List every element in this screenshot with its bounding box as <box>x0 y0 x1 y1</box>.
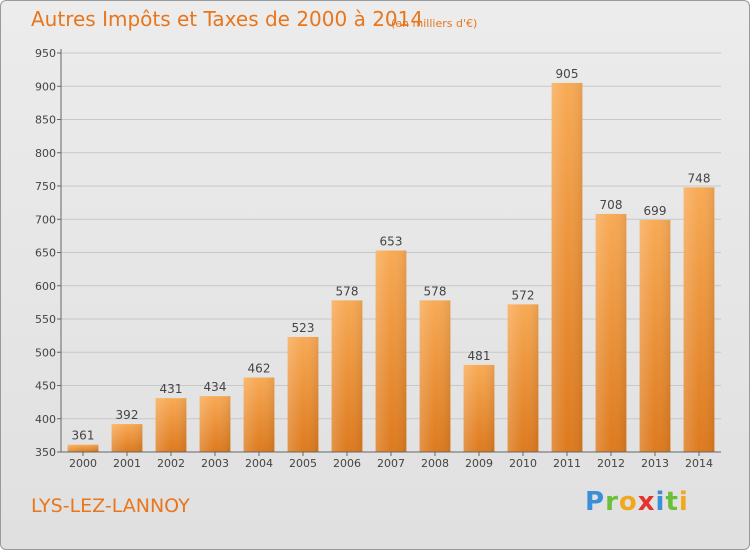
chart-title: Autres Impôts et Taxes de 2000 à 2014 <box>31 7 424 31</box>
x-tick-label: 2009 <box>465 457 493 470</box>
bar-shade <box>243 377 275 452</box>
x-tick-label: 2007 <box>377 457 405 470</box>
bar-shade <box>419 300 451 452</box>
x-tick-label: 2008 <box>421 457 449 470</box>
y-tick-label: 700 <box>35 213 56 226</box>
bar-shade <box>287 336 319 452</box>
bar-shade <box>375 250 407 452</box>
logo-letter: r <box>605 487 619 517</box>
data-label: 361 <box>72 429 95 443</box>
y-tick-label: 550 <box>35 313 56 326</box>
data-label: 572 <box>512 288 535 302</box>
y-tick-label: 650 <box>35 247 56 260</box>
x-tick-label: 2005 <box>289 457 317 470</box>
data-label: 699 <box>644 204 667 218</box>
y-tick-label: 950 <box>35 47 56 60</box>
x-tick-label: 2001 <box>113 457 141 470</box>
data-label: 462 <box>248 362 271 376</box>
y-tick-label: 400 <box>35 413 56 426</box>
bar-shade <box>507 304 539 452</box>
data-label: 431 <box>160 382 183 396</box>
bar-shade <box>551 82 583 453</box>
x-tick-label: 2011 <box>553 457 581 470</box>
bar-shade <box>331 300 363 452</box>
data-label: 523 <box>292 321 315 335</box>
bar-shade <box>67 444 99 452</box>
x-tick-label: 2003 <box>201 457 229 470</box>
data-label: 434 <box>204 380 227 394</box>
logo-letter: t <box>665 487 679 517</box>
logo-letter: i <box>655 487 666 517</box>
logo-letter: i <box>678 487 689 517</box>
data-label: 748 <box>688 171 711 185</box>
data-label: 578 <box>424 284 447 298</box>
data-label: 481 <box>468 349 491 363</box>
logo-letter: P <box>585 487 606 517</box>
x-tick-label: 2013 <box>641 457 669 470</box>
data-label: 653 <box>380 235 403 249</box>
bar-shade <box>463 364 495 452</box>
x-tick-label: 2004 <box>245 457 273 470</box>
proxiti-logo: Proxiti <box>585 487 689 517</box>
bar-shade <box>155 398 187 452</box>
y-tick-label: 900 <box>35 80 56 93</box>
y-tick-label: 600 <box>35 280 56 293</box>
x-tick-label: 2002 <box>157 457 185 470</box>
bar-shade <box>111 424 143 452</box>
x-tick-label: 2010 <box>509 457 537 470</box>
bar-shade <box>595 213 627 452</box>
x-tick-label: 2012 <box>597 457 625 470</box>
x-tick-label: 2000 <box>69 457 97 470</box>
y-tick-label: 450 <box>35 380 56 393</box>
bar-shade <box>199 396 231 452</box>
y-tick-label: 500 <box>35 346 56 359</box>
chart-subtitle: (en milliers d'€) <box>391 17 478 30</box>
y-tick-label: 350 <box>35 446 56 459</box>
y-tick-label: 750 <box>35 180 56 193</box>
bar-shade <box>639 219 671 452</box>
y-tick-label: 800 <box>35 147 56 160</box>
x-tick-label: 2014 <box>685 457 713 470</box>
data-label: 708 <box>600 198 623 212</box>
y-tick-label: 850 <box>35 114 56 127</box>
data-label: 905 <box>556 67 579 81</box>
data-label: 392 <box>116 408 139 422</box>
bar-shade <box>683 187 715 452</box>
logo-letter: o <box>618 487 638 517</box>
data-label: 578 <box>336 284 359 298</box>
x-tick-label: 2006 <box>333 457 361 470</box>
logo-letter: x <box>637 487 656 517</box>
commune-name: LYS-LEZ-LANNOY <box>31 495 190 517</box>
